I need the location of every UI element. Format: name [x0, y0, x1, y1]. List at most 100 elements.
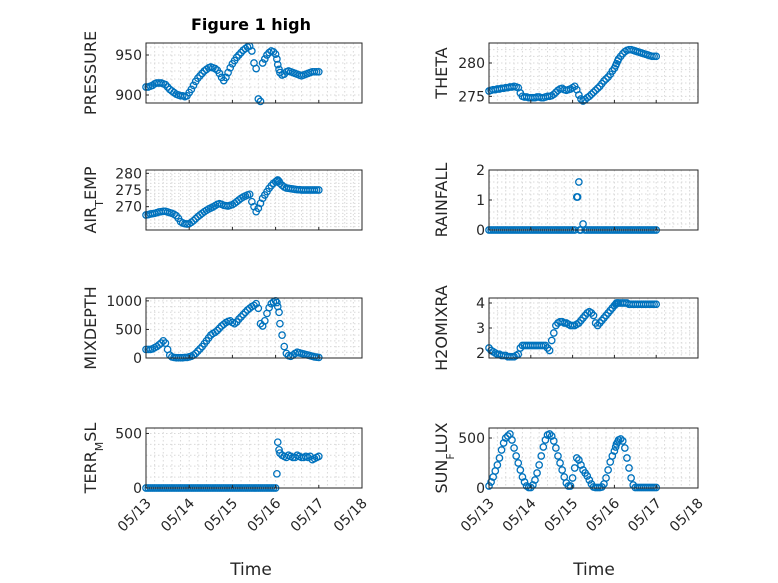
- h2omixra-point: [545, 346, 554, 355]
- air-temp-point: [245, 190, 254, 199]
- sun-flux-ytick-label: 0: [476, 481, 485, 497]
- terr-msl-axes-frame: [145, 427, 363, 489]
- mixdepth-point: [193, 347, 202, 355]
- plot-mixdepth: 0 500 1000 MIXDEPTH: [81, 286, 363, 370]
- mixdepth-point: [211, 328, 219, 337]
- terr-msl-ytick-label: 0: [133, 481, 142, 497]
- rainfall-ylabel: RAINFALL: [432, 163, 451, 238]
- sun-flux-point: [570, 464, 579, 472]
- mixdepth-ytick-label: 1000: [106, 294, 142, 310]
- air-temp-ytick-label: 270: [115, 200, 142, 216]
- sun-flux-point: [495, 454, 504, 462]
- sun-flux-point: [585, 476, 594, 484]
- pressure-point: [196, 71, 204, 80]
- mixdepth-point: [314, 353, 323, 362]
- air-temp-point: [314, 186, 323, 194]
- pressure-point: [271, 50, 280, 59]
- air-temp-point: [312, 186, 321, 194]
- x-axis-label-left: Time: [229, 560, 272, 580]
- sun-flux-xtick-label: 05/14: [500, 495, 540, 535]
- pressure-point: [235, 51, 243, 59]
- terr-msl-xtick-label: 05/17: [288, 495, 328, 535]
- mixdepth-point: [241, 308, 250, 317]
- sun-flux-point: [610, 447, 619, 455]
- pressure-point: [254, 95, 263, 103]
- pressure-point: [224, 68, 232, 77]
- terr-msl-xtick-label: 05/14: [158, 495, 198, 535]
- pressure-point: [273, 55, 281, 63]
- theta-ytick-label: 280: [458, 56, 485, 72]
- pressure-point: [258, 59, 267, 67]
- mixdepth-point: [230, 319, 239, 328]
- pressure-point: [256, 97, 265, 106]
- sun-flux-point: [520, 478, 529, 486]
- sun-flux-point: [510, 444, 518, 452]
- mixdepth-point: [265, 303, 273, 312]
- sun-flux-point: [531, 476, 539, 484]
- air-temp-axes-frame: [145, 169, 363, 231]
- h2omixra-point: [547, 336, 556, 345]
- h2omixra-point: [589, 311, 598, 320]
- h2omixra-point: [549, 329, 558, 337]
- pressure-point: [222, 73, 230, 82]
- sun-flux-grid: [489, 428, 698, 488]
- pressure-point: [163, 83, 172, 91]
- plot-rainfall: 0 1 2 RAINFALL: [432, 163, 699, 239]
- sun-flux-point: [516, 466, 525, 474]
- mixdepth-point: [276, 319, 284, 328]
- pressure-point: [252, 64, 261, 73]
- sun-flux-xtick-label: 05/13: [458, 495, 498, 535]
- sun-flux-point: [566, 482, 575, 490]
- terr-msl-xtick-label: 05/13: [115, 495, 155, 535]
- sun-flux-point: [497, 446, 506, 454]
- air-temp-ytick-label: 275: [115, 183, 142, 199]
- terr-msl-axes-background: [145, 427, 363, 489]
- pressure-point: [193, 74, 202, 83]
- terr-msl-point: [273, 469, 281, 478]
- sun-flux-point: [583, 472, 592, 480]
- theta-series: [485, 45, 661, 105]
- figure-title: Figure 1 high: [191, 15, 311, 34]
- h2omixra-ylabel: H2OMIXRA: [432, 285, 451, 371]
- pressure-point: [187, 85, 196, 94]
- pressure-point: [215, 69, 224, 78]
- sun-flux-point: [602, 474, 610, 482]
- theta-point: [585, 92, 594, 101]
- pressure-point: [260, 55, 269, 63]
- sun-flux-xtick-label: 05/18: [667, 495, 707, 535]
- sun-flux-point: [537, 452, 546, 460]
- mixdepth-point: [191, 349, 200, 358]
- pressure-ytick-label: 900: [115, 88, 142, 104]
- h2omixra-ytick-label: 2: [476, 346, 485, 362]
- mixdepth-point: [252, 299, 261, 308]
- terr-msl-xtick-label: 05/16: [245, 495, 285, 535]
- pressure-point: [211, 64, 219, 73]
- terr-msl-ylabel: TERRMSL: [81, 423, 106, 495]
- sun-flux-xtick-label: 05/15: [542, 495, 582, 535]
- mixdepth-axes-frame: [145, 297, 363, 359]
- h2omixra-series: [485, 299, 661, 361]
- sun-flux-point: [503, 432, 512, 440]
- sun-flux-point: [618, 437, 627, 445]
- sun-flux-xtick-label: 05/17: [625, 495, 665, 535]
- h2omixra-ytick-label: 3: [476, 321, 485, 337]
- sun-flux-point: [627, 474, 635, 482]
- terr-msl-point: [273, 438, 282, 447]
- sun-flux-point: [552, 444, 560, 452]
- sun-flux-point: [625, 464, 633, 472]
- plot-h2omixra: 2 3 4 H2OMIXRA: [432, 285, 699, 371]
- rainfall-ytick-label: 1: [476, 193, 485, 209]
- rainfall-ytick-label: 0: [476, 223, 485, 239]
- theta-point: [587, 90, 596, 99]
- terr-msl-ytick-label: 500: [115, 426, 142, 442]
- sun-flux-point: [620, 444, 629, 452]
- terr-msl-point: [314, 452, 323, 461]
- x-axis-label-right: Time: [572, 560, 615, 580]
- sun-flux-point: [554, 452, 562, 460]
- sun-flux-ytick-label: 500: [458, 431, 485, 447]
- mixdepth-point: [159, 337, 168, 345]
- sun-flux-point: [549, 437, 558, 445]
- sun-flux-point: [512, 452, 521, 460]
- mixdepth-point: [213, 326, 222, 335]
